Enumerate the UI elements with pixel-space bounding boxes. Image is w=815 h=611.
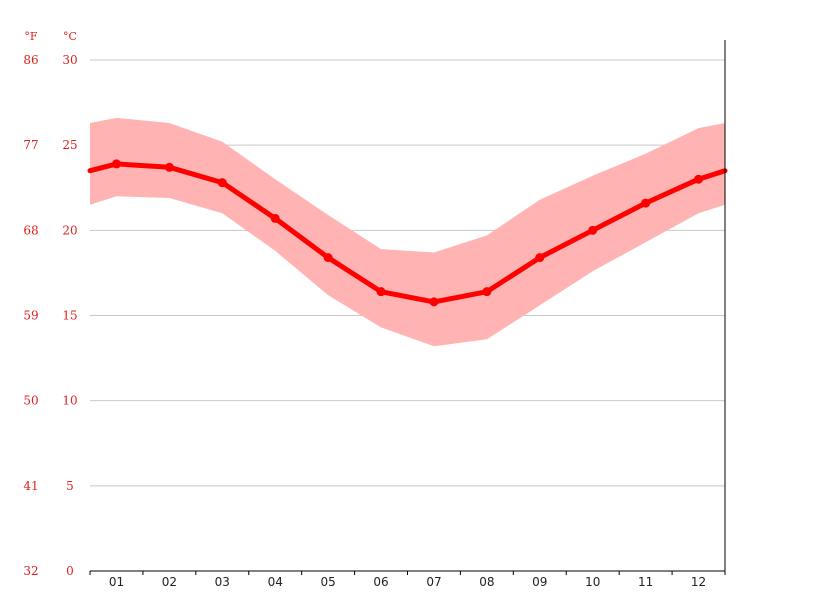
x-tick-label: 02 <box>162 575 177 589</box>
data-point-07 <box>429 297 439 307</box>
y-tick-label-c: 10 <box>62 394 77 408</box>
data-point-10 <box>588 225 598 235</box>
data-point-08 <box>482 287 492 297</box>
y-tick-label-c: 15 <box>62 309 77 323</box>
x-tick-label: 08 <box>479 575 494 589</box>
data-point-11 <box>641 198 651 208</box>
data-point-01 <box>111 159 121 169</box>
x-tick-label: 04 <box>268 575 283 589</box>
data-point-03 <box>217 178 227 188</box>
data-points <box>111 159 704 307</box>
y-tick-label-f: 86 <box>23 53 38 67</box>
celsius-unit-label: °C <box>63 30 77 43</box>
x-tick-label: 05 <box>320 575 335 589</box>
data-point-06 <box>376 287 386 297</box>
y-tick-label-c: 20 <box>62 223 77 237</box>
x-tick-label: 11 <box>638 575 653 589</box>
x-axis-labels: 01 02 03 04 05 06 07 08 09 10 11 12 <box>109 575 706 589</box>
x-axis-ticks <box>89 571 726 575</box>
y-tick-label-f: 59 <box>23 309 38 323</box>
x-tick-label: 09 <box>532 575 547 589</box>
x-tick-label: 06 <box>373 575 388 589</box>
y-tick-label-c: 0 <box>66 564 74 578</box>
y-tick-label-f: 32 <box>23 564 38 578</box>
y-tick-label-c: 30 <box>62 53 77 67</box>
fahrenheit-unit-label: °F <box>24 30 38 43</box>
data-point-04 <box>270 213 280 223</box>
x-tick-label: 03 <box>215 575 230 589</box>
data-point-02 <box>164 162 174 172</box>
y-tick-label-f: 68 <box>23 223 38 237</box>
mean-temperature-line <box>87 161 728 305</box>
temperature-range-band <box>90 117 725 347</box>
y-tick-label-f: 77 <box>23 138 38 152</box>
y-axis-labels: 32 0 41 5 50 10 59 15 68 20 77 25 86 30 <box>23 53 77 578</box>
x-tick-label: 07 <box>426 575 441 589</box>
data-point-05 <box>323 253 333 263</box>
y-tick-label-f: 41 <box>23 479 38 493</box>
x-tick-label: 10 <box>585 575 600 589</box>
x-tick-label: 01 <box>109 575 124 589</box>
data-point-09 <box>535 253 545 263</box>
x-tick-label: 12 <box>691 575 706 589</box>
y-tick-label-c: 25 <box>62 138 77 152</box>
data-point-12 <box>694 174 704 184</box>
y-tick-label-c: 5 <box>66 479 74 493</box>
y-tick-label-f: 50 <box>23 394 38 408</box>
